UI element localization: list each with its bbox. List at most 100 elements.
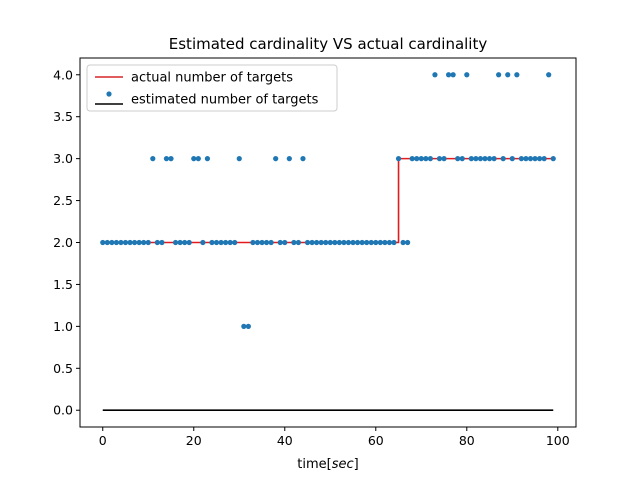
y-tick-label: 2.0 [53,235,73,250]
estimate-point [113,239,120,246]
estimate-point [450,72,456,78]
estimate-point [286,156,292,162]
estimate-point [159,239,165,246]
estimate-point [282,239,288,246]
estimate-point [186,239,192,246]
estimate-point [259,239,265,246]
estimate-point [327,239,333,246]
x-tick-label: 80 [459,433,475,448]
estimate-point [436,156,443,162]
y-tick-label: 3.0 [53,151,73,166]
estimate-point [395,156,402,162]
estimate-point [477,156,484,162]
estimate-point [300,156,306,162]
estimate-point [350,239,356,246]
estimate-point [336,239,342,246]
chart-title: Estimated cardinality VS actual cardinal… [169,35,488,53]
estimate-point [268,239,274,246]
estimate-point [354,239,361,246]
estimate-point [195,156,201,162]
estimate-point [241,323,247,329]
estimate-point [364,239,370,246]
estimate-point [455,156,461,162]
x-axis-label-unit: sec [332,457,354,472]
estimate-point [200,239,206,246]
estimate-point [405,239,411,246]
estimate-point [427,156,433,162]
estimate-point [386,239,393,246]
estimate-point [168,156,174,162]
estimate-point [500,156,506,162]
estimate-point [163,156,170,162]
estimate-point [132,239,138,246]
estimate-point [368,239,374,246]
estimate-point [236,156,242,162]
estimate-point [172,239,179,246]
estimate-point [473,156,479,162]
estimate-point [314,239,320,246]
estimate-point [136,239,142,246]
estimate-point [482,156,488,162]
x-tick-label: 20 [186,433,202,448]
estimate-point [273,156,279,162]
legend-label: estimated number of targets [131,93,319,108]
x-tick-label: 60 [368,433,384,448]
estimate-point [377,239,383,246]
estimate-point [304,239,311,246]
estimate-point [518,156,524,162]
estimate-point [182,239,188,246]
legend-marker-swatch [106,91,112,97]
estimate-point [213,239,220,246]
x-axis-label-prefix: time[ [297,457,331,472]
estimate-point [536,156,543,162]
estimate-point [141,239,147,246]
estimate-point [145,239,151,246]
estimate-point [400,239,406,246]
estimate-point [423,156,429,162]
estimate-point [432,72,438,78]
estimate-point [232,239,238,246]
estimate-point [486,156,493,162]
estimate-point [464,72,470,78]
y-tick-label: 2.5 [53,193,73,208]
estimate-point [391,239,397,246]
estimate-point [505,72,511,78]
estimate-point [459,156,465,162]
x-tick-label: 0 [99,433,107,448]
x-tick-label: 100 [546,433,570,448]
estimate-point [527,156,534,162]
estimate-point [318,239,324,246]
estimate-point [209,239,215,246]
estimate-point [227,239,233,246]
estimate-point [277,239,283,246]
estimate-point [204,156,211,162]
estimate-point [445,72,452,78]
estimate-point [418,156,424,162]
estimate-point [250,239,256,246]
legend-box [86,64,338,112]
x-tick-label: 40 [277,433,293,448]
legend: actual number of targets estimated number… [86,64,338,112]
estimate-point [295,239,302,246]
estimate-point [546,72,552,78]
estimate-point [414,156,420,162]
y-tick-label: 1.5 [53,277,73,292]
estimate-point [150,156,156,162]
plot-area [100,72,556,412]
estimate-point [100,239,106,246]
estimate-point [154,239,160,246]
x-axis-label: time[sec] [297,457,358,472]
y-tick-label: 0.0 [53,403,73,418]
estimate-point [345,239,352,246]
estimate-point [254,239,261,246]
estimate-point [223,239,229,246]
legend-label: actual number of targets [131,71,293,86]
estimate-point [263,239,270,246]
estimate-point [523,156,529,162]
actual-targets-line [102,157,554,244]
estimate-point [118,239,124,246]
estimate-point [245,323,251,329]
y-tick-label: 3.5 [53,109,73,124]
estimate-point [491,156,497,162]
